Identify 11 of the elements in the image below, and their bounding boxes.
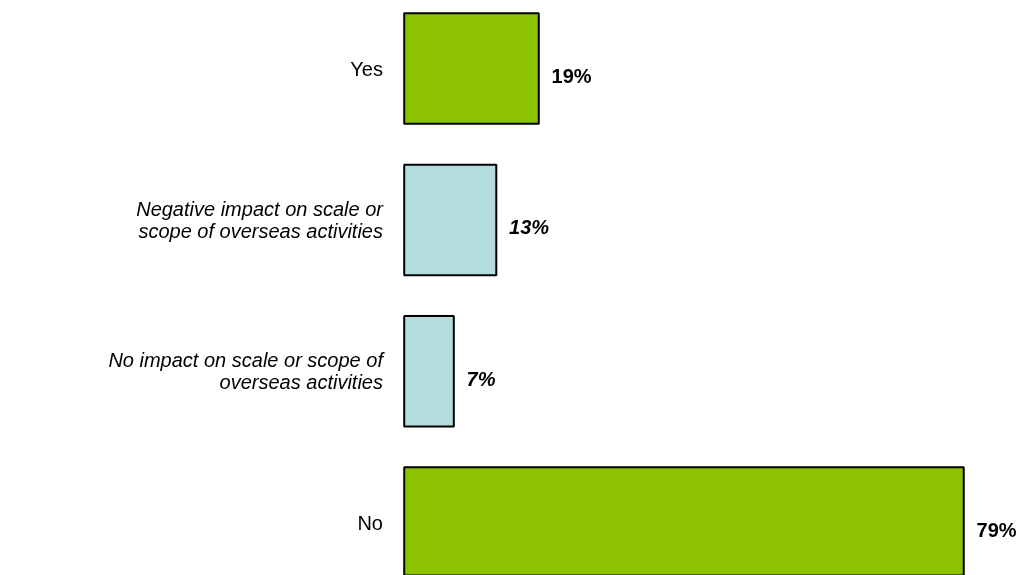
data-label: 7% xyxy=(466,367,496,390)
bar xyxy=(403,12,540,125)
bar xyxy=(403,314,455,428)
y-tick-label: No impact on scale or scope of overseas activities xyxy=(108,349,386,394)
y-tick-label: Negative impact on scale or scope of overseas activities xyxy=(136,197,385,242)
data-label: 19% xyxy=(551,65,592,88)
data-label: 79% xyxy=(976,519,1017,542)
data-label: 13% xyxy=(509,216,550,239)
y-tick-label: No xyxy=(357,511,383,534)
y-tick-label: Yes xyxy=(350,57,383,80)
bar xyxy=(403,163,498,277)
